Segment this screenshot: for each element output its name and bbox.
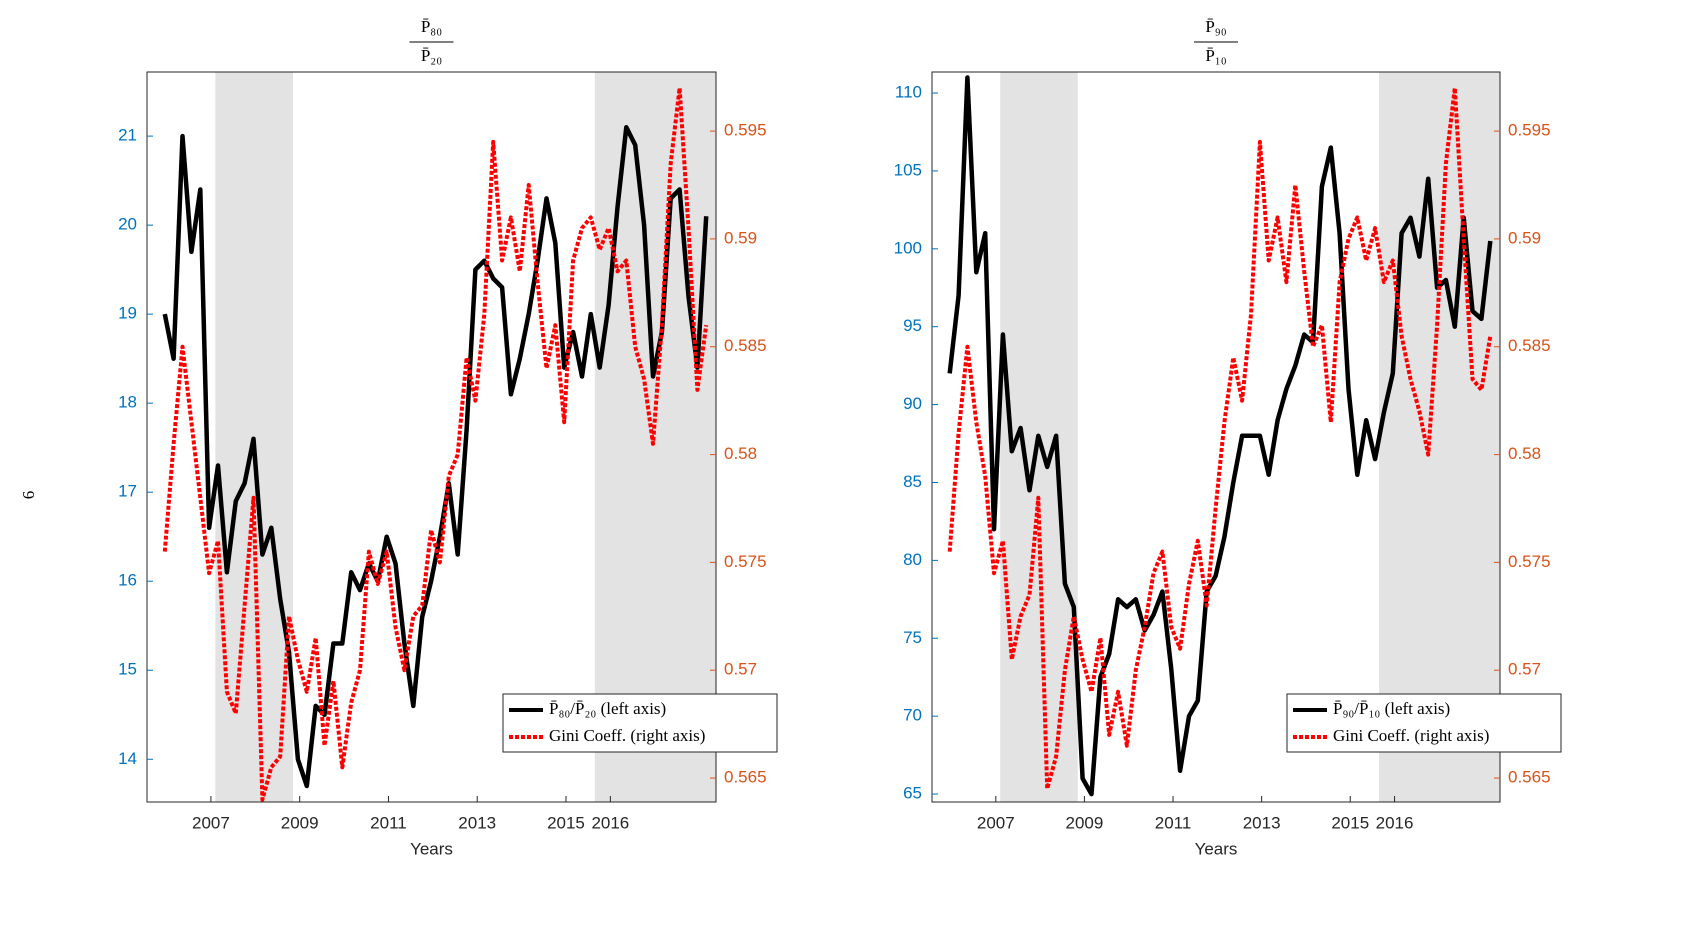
y2-tick-label: 0.595: [724, 121, 767, 140]
title-numerator: P̄₈₀: [421, 17, 442, 36]
x-tick-label: 2007: [977, 813, 1015, 832]
y-tick-label: 19: [118, 304, 137, 323]
x-tick-label: 2016: [591, 813, 629, 832]
y-tick-label: 18: [118, 393, 137, 412]
x-tick-label: 2011: [370, 813, 407, 832]
y2-tick-label: 0.595: [1508, 121, 1551, 140]
y-tick-label: 17: [118, 482, 137, 501]
axes-box: [146, 71, 717, 803]
x-tick-label: 2009: [1065, 813, 1103, 832]
y-tick-label: 100: [894, 238, 922, 257]
title-numerator: P̄₉₀: [1205, 17, 1226, 36]
y-tick-label: 15: [118, 660, 137, 679]
y-tick-label: 110: [895, 83, 922, 102]
x-tick-label: 2015: [547, 813, 585, 832]
y-tick-label: 80: [903, 550, 922, 569]
y-tick-label: 70: [903, 706, 922, 725]
x-tick-label: 2007: [192, 813, 230, 832]
legend-label: Gini Coeff. (right axis): [549, 726, 705, 745]
axes-box: [931, 71, 1501, 803]
y-tick-label: 90: [903, 394, 922, 413]
x-axis-label: Years: [410, 839, 453, 858]
y2-tick-label: 0.57: [1508, 660, 1541, 679]
y2-tick-label: 0.585: [724, 336, 767, 355]
title-denominator: P̄₂₀: [421, 46, 442, 65]
y2-tick-label: 0.57: [724, 660, 757, 679]
y-tick-label: 65: [903, 784, 922, 803]
data-line: [162, 124, 709, 789]
y-tick-label: 20: [118, 215, 137, 234]
plot-lines: [162, 86, 709, 802]
y2-tick-label: 0.565: [1508, 768, 1551, 787]
x-tick-label: 2015: [1331, 813, 1369, 832]
y2-tick-label: 0.59: [1508, 228, 1541, 247]
legend-label: P̄₈₀/P̄₂₀ (left axis): [549, 699, 666, 718]
data-line: [947, 75, 1493, 797]
legend-label: P̄₉₀/P̄₁₀ (left axis): [1333, 699, 1450, 718]
data-line: [947, 86, 1493, 791]
y2-tick-label: 0.58: [724, 444, 757, 463]
y-tick-label: 105: [894, 160, 922, 179]
data-line: [162, 86, 709, 802]
x-tick-label: 2016: [1376, 813, 1414, 832]
legend-box: [502, 693, 778, 753]
y-tick-label: 85: [903, 472, 922, 491]
y2-tick-label: 0.59: [724, 228, 757, 247]
y-tick-label: 21: [118, 126, 137, 145]
y-tick-label: 95: [903, 316, 922, 335]
x-tick-label: 2013: [1243, 813, 1281, 832]
x-tick-label: 2013: [458, 813, 496, 832]
plot-lines: [947, 75, 1493, 797]
x-axis-label: Years: [1195, 839, 1238, 858]
page-number: 6: [19, 491, 38, 500]
y-tick-label: 16: [118, 571, 137, 590]
y-tick-label: 14: [118, 749, 137, 768]
y-tick-label: 75: [903, 628, 922, 647]
title-denominator: P̄₁₀: [1205, 46, 1226, 65]
y2-tick-label: 0.58: [1508, 444, 1541, 463]
y2-tick-label: 0.575: [1508, 552, 1551, 571]
shaded-region: [1379, 72, 1500, 802]
legend-box: [1286, 693, 1562, 753]
legend-label: Gini Coeff. (right axis): [1333, 726, 1489, 745]
x-tick-label: 2009: [281, 813, 319, 832]
y2-tick-label: 0.575: [724, 552, 767, 571]
y2-tick-label: 0.585: [1508, 336, 1551, 355]
y2-tick-label: 0.565: [724, 768, 767, 787]
x-tick-label: 2011: [1155, 813, 1192, 832]
